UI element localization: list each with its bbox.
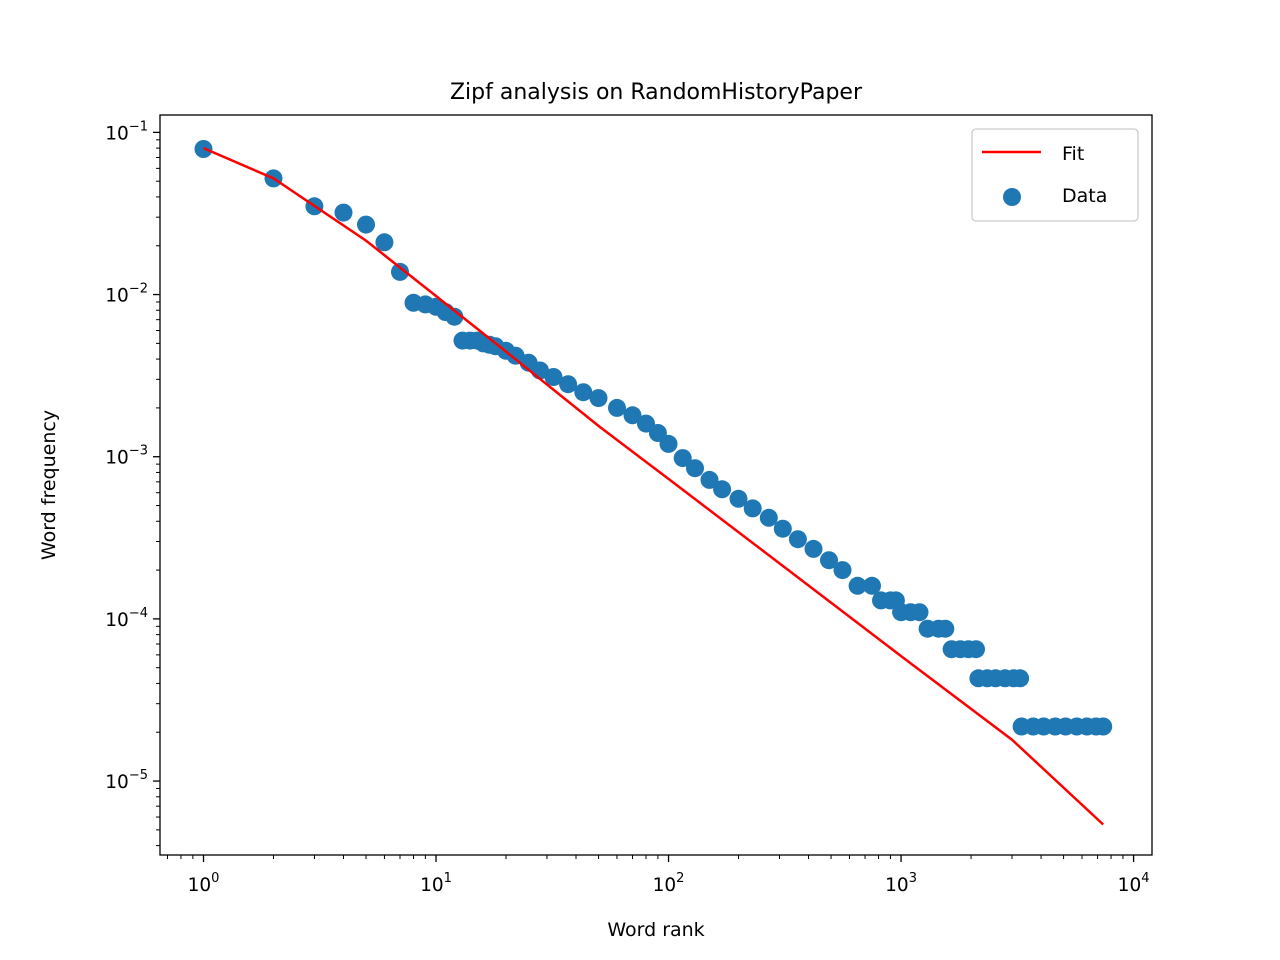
y-axis-label: Word frequency (38, 410, 60, 560)
data-point (788, 530, 807, 549)
data-point (713, 480, 732, 499)
data-point (445, 307, 464, 326)
x-tick-label: 101 (420, 871, 452, 896)
y-tick-label: 10−1 (105, 119, 148, 144)
data-point (559, 375, 578, 394)
y-tick-label: 10−2 (105, 282, 148, 307)
x-tick-label: 103 (885, 871, 917, 896)
legend-data-label: Data (1062, 185, 1107, 207)
data-point (1094, 717, 1113, 736)
x-tick-label: 102 (653, 871, 685, 896)
data-point (686, 459, 704, 478)
plot-area (194, 140, 1113, 826)
data-point (544, 368, 563, 386)
x-tick-label: 104 (1118, 871, 1150, 896)
data-point (574, 383, 593, 402)
data-point (673, 449, 692, 468)
data-point (700, 470, 719, 489)
data-point (357, 215, 375, 234)
data-point (804, 539, 823, 558)
legend-fit-label: Fit (1062, 143, 1084, 165)
axes-frame (159, 114, 1153, 856)
data-point (589, 389, 608, 408)
data-point (659, 434, 678, 453)
data-point (759, 508, 778, 527)
data-point (967, 640, 985, 659)
y-tick-label: 10−4 (105, 606, 148, 631)
data-point (863, 576, 881, 595)
data-point (833, 561, 852, 580)
data-point (936, 619, 955, 638)
data-point (608, 398, 626, 417)
chart-title: Zipf analysis on RandomHistoryPaper (450, 80, 863, 105)
data-point (820, 551, 838, 570)
y-tick-label: 10−5 (105, 768, 148, 793)
data-point (773, 519, 792, 538)
legend-data-marker (1003, 188, 1021, 206)
data-point (848, 576, 867, 595)
data-point (743, 499, 762, 518)
data-point (910, 603, 929, 622)
data-point (729, 489, 748, 508)
legend: Fit Data (971, 128, 1139, 222)
data-point (375, 233, 394, 252)
x-axis-label: Word rank (607, 919, 704, 941)
data-point (623, 406, 642, 425)
legend-box (971, 128, 1139, 222)
y-tick-label: 10−3 (105, 444, 148, 469)
fit-line (203, 146, 1105, 826)
x-axis: 100 101 102 103 104 (166, 855, 1150, 896)
data-point (334, 203, 353, 222)
y-axis: 10−1 10−2 10−3 10−4 10−5 (105, 119, 160, 847)
data-point (1011, 669, 1030, 688)
data-point (391, 262, 409, 281)
x-tick-label: 100 (188, 871, 220, 896)
